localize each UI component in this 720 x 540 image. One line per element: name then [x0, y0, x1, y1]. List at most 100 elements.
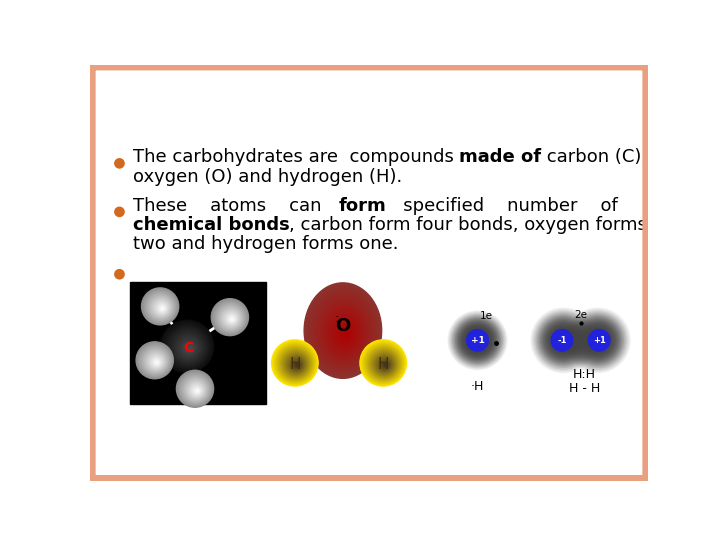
- Circle shape: [183, 342, 195, 354]
- Circle shape: [582, 325, 613, 356]
- Circle shape: [230, 317, 234, 321]
- Circle shape: [278, 346, 313, 381]
- Text: carbon (C),: carbon (C),: [541, 148, 647, 166]
- Circle shape: [162, 321, 213, 372]
- Text: These    atoms    can: These atoms can: [132, 197, 338, 215]
- Circle shape: [150, 297, 171, 318]
- Circle shape: [230, 318, 233, 321]
- Ellipse shape: [320, 302, 369, 362]
- Circle shape: [294, 362, 300, 368]
- Circle shape: [220, 308, 241, 328]
- Circle shape: [163, 323, 211, 370]
- Circle shape: [231, 319, 233, 320]
- Circle shape: [211, 299, 248, 336]
- Circle shape: [139, 345, 171, 377]
- Circle shape: [196, 389, 199, 393]
- Ellipse shape: [311, 292, 376, 370]
- Circle shape: [155, 360, 159, 364]
- Text: made of: made of: [459, 148, 541, 166]
- Circle shape: [593, 336, 602, 345]
- Circle shape: [370, 350, 398, 377]
- Circle shape: [144, 349, 168, 373]
- Ellipse shape: [318, 299, 371, 364]
- Ellipse shape: [333, 318, 357, 348]
- Circle shape: [214, 301, 246, 334]
- Text: ·H: ·H: [471, 380, 484, 393]
- Circle shape: [458, 321, 498, 360]
- Circle shape: [148, 354, 163, 369]
- Circle shape: [276, 344, 315, 383]
- Circle shape: [556, 333, 571, 348]
- Ellipse shape: [305, 285, 381, 377]
- Circle shape: [176, 370, 214, 407]
- Circle shape: [221, 309, 240, 328]
- Circle shape: [296, 364, 298, 366]
- Circle shape: [114, 269, 124, 279]
- Circle shape: [114, 159, 124, 168]
- Ellipse shape: [329, 313, 360, 352]
- Circle shape: [544, 320, 584, 360]
- Circle shape: [539, 316, 588, 365]
- Circle shape: [284, 352, 308, 376]
- Ellipse shape: [334, 319, 356, 347]
- Circle shape: [174, 333, 203, 362]
- Circle shape: [459, 322, 496, 359]
- Circle shape: [373, 353, 395, 375]
- Circle shape: [279, 347, 312, 380]
- Circle shape: [590, 333, 606, 348]
- Circle shape: [169, 329, 207, 366]
- Circle shape: [156, 362, 158, 363]
- Circle shape: [229, 316, 235, 322]
- Circle shape: [189, 348, 190, 349]
- Text: H - H: H - H: [569, 382, 600, 395]
- Circle shape: [163, 322, 212, 371]
- Circle shape: [291, 359, 302, 370]
- Circle shape: [174, 334, 202, 361]
- Ellipse shape: [304, 283, 382, 379]
- Circle shape: [177, 371, 213, 407]
- Circle shape: [145, 351, 166, 372]
- Circle shape: [580, 323, 615, 357]
- Circle shape: [588, 331, 607, 349]
- Circle shape: [361, 341, 405, 385]
- Circle shape: [470, 333, 485, 348]
- Ellipse shape: [315, 296, 372, 367]
- Ellipse shape: [310, 290, 377, 372]
- Circle shape: [175, 334, 202, 361]
- Ellipse shape: [336, 322, 354, 344]
- Text: specified    number    of: specified number of: [386, 197, 618, 215]
- Circle shape: [545, 322, 582, 359]
- Circle shape: [144, 291, 177, 323]
- Circle shape: [143, 348, 168, 374]
- Circle shape: [360, 340, 407, 386]
- Circle shape: [168, 328, 207, 366]
- Circle shape: [575, 317, 621, 363]
- Circle shape: [576, 319, 619, 362]
- Circle shape: [224, 311, 239, 326]
- Circle shape: [536, 313, 591, 368]
- Bar: [437, 282, 642, 403]
- Circle shape: [148, 294, 174, 320]
- Circle shape: [565, 308, 630, 373]
- Circle shape: [215, 302, 246, 333]
- Circle shape: [166, 326, 209, 368]
- Circle shape: [180, 374, 211, 404]
- Text: , carbon form four bonds, oxygen forms: , carbon form four bonds, oxygen forms: [289, 216, 647, 234]
- Circle shape: [148, 354, 164, 370]
- Circle shape: [179, 373, 212, 406]
- Circle shape: [168, 327, 208, 367]
- Circle shape: [185, 379, 207, 401]
- Circle shape: [384, 363, 387, 367]
- Circle shape: [372, 351, 397, 377]
- Circle shape: [292, 360, 302, 369]
- Circle shape: [150, 355, 163, 368]
- Text: :: :: [335, 312, 339, 325]
- Circle shape: [537, 314, 590, 367]
- Circle shape: [186, 345, 193, 352]
- Ellipse shape: [325, 308, 364, 356]
- Circle shape: [147, 293, 175, 321]
- Circle shape: [182, 341, 196, 355]
- Circle shape: [190, 383, 203, 397]
- Circle shape: [364, 344, 403, 383]
- Circle shape: [379, 359, 390, 370]
